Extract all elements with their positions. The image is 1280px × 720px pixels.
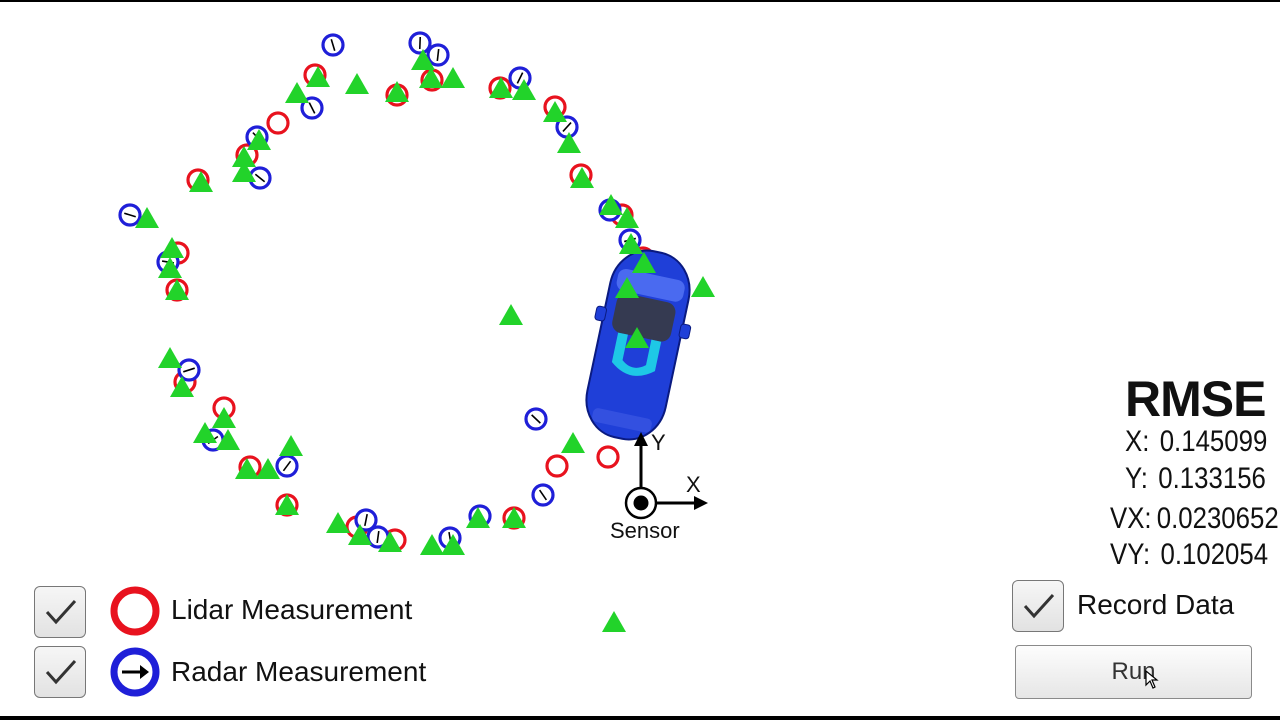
lidar-checkbox[interactable] [34,586,86,638]
estimate-marker [466,507,490,528]
check-icon [45,599,77,625]
lidar-marker [266,111,290,135]
estimate-marker [256,458,280,479]
estimate-marker [499,304,523,325]
estimate-marker [625,327,649,348]
estimate-marker [189,171,213,192]
rmse-row-x: X: 0.145099 [1125,425,1268,458]
radar-marker [177,358,201,382]
estimate-marker [411,49,435,70]
estimate-marker [158,347,182,368]
estimate-marker [619,233,643,254]
estimate-marker [216,429,240,450]
estimate-marker [602,611,626,632]
record-data-label: Record Data [1077,589,1235,620]
estimate-marker [561,432,585,453]
bottom-border [0,716,1280,720]
radar-marker [118,203,142,227]
estimate-marker [326,512,350,533]
radar-marker [426,43,450,67]
radar-legend-label: Radar Measurement [171,656,427,687]
estimate-marker [502,507,526,528]
estimate-marker [275,494,299,515]
radar-checkbox[interactable] [34,646,86,698]
estimate-marker [441,534,465,555]
rmse-row-vy: VY: 0.102054 [1110,538,1269,571]
estimate-marker [489,77,513,98]
estimate-marker [170,376,194,397]
rmse-row-y: Y: 0.133156 [1125,462,1266,495]
estimate-marker [691,276,715,297]
estimate-marker [543,101,567,122]
estimate-marker [285,82,309,103]
check-icon [45,659,77,685]
estimate-marker [232,146,256,167]
sensor-axes [624,432,708,520]
top-border [0,0,1280,2]
estimate-marker [419,67,443,88]
estimate-marker [193,422,217,443]
radar-marker [531,483,555,507]
mouse-cursor-icon [1145,670,1159,689]
estimate-marker [306,66,330,87]
estimate-marker [160,237,184,258]
lidar-marker [545,454,569,478]
run-button[interactable]: Run [1015,645,1252,699]
estimate-marker [512,79,536,100]
estimate-marker [279,435,303,456]
radar-marker [275,454,299,478]
estimate-markers [135,49,715,632]
radar-marker [524,407,548,431]
record-data-checkbox[interactable] [1012,580,1064,632]
estimate-marker [348,524,372,545]
check-icon [1023,593,1055,619]
estimate-marker [232,161,256,182]
lidar-legend-icon [110,586,160,636]
estimate-marker [599,194,623,215]
estimate-marker [615,207,639,228]
radar-marker [321,33,345,57]
estimate-marker [158,257,182,278]
rmse-title: RMSE [1125,371,1266,427]
radar-markers [118,31,649,550]
estimate-marker [247,129,271,150]
estimate-marker [632,252,656,273]
axis-y-label: Y [651,430,666,455]
estimate-marker [385,81,409,102]
sensor-label: Sensor [610,518,680,543]
lidar-marker [596,445,620,469]
estimate-marker [135,207,159,228]
estimate-marker [165,279,189,300]
radar-legend-icon [110,647,160,697]
estimate-marker [378,531,402,552]
lidar-legend-label: Lidar Measurement [171,594,413,625]
estimate-marker [441,67,465,88]
estimate-marker [345,73,369,94]
estimate-marker [570,167,594,188]
rmse-row-vx: VX: 0.0230652 [1110,502,1279,535]
radar-marker [408,31,432,55]
estimate-marker [235,458,259,479]
estimate-marker [557,132,581,153]
estimate-marker [212,407,236,428]
radar-marker [354,508,378,532]
estimate-marker [420,534,444,555]
axis-x-label: X [686,472,701,497]
estimate-marker [615,277,639,298]
